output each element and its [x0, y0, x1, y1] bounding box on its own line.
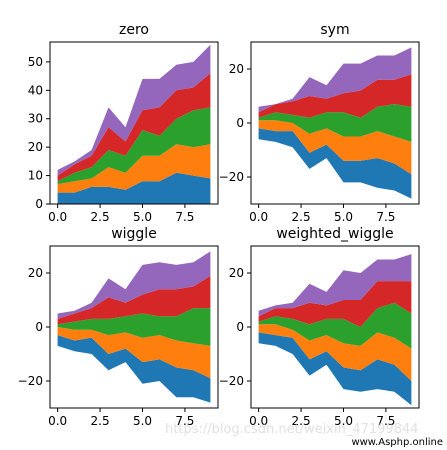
area-band-3: [258, 302, 412, 349]
watermark-text: https://blog.csdn.net/weixin_47199844: [165, 422, 419, 437]
area-band-4: [57, 275, 211, 325]
area-band-5: [258, 254, 412, 317]
subplot-title: weighted_wiggle: [276, 226, 393, 242]
y-tick-label: −20: [18, 374, 43, 388]
area-band-3: [57, 107, 211, 185]
x-tick-label: 0.0: [48, 414, 67, 428]
subplot-weighted-wiggle: weighted_wiggle 0.0 2.5 5.0 7.5 −20 0 20: [219, 226, 420, 428]
area-band-5: [57, 44, 211, 176]
area-band-3: [57, 308, 211, 346]
x-tick-label: 0.0: [249, 414, 268, 428]
y-tick-label: 30: [28, 112, 43, 126]
y-tick-label: 20: [229, 266, 244, 280]
x-tick-label: 7.5: [376, 414, 395, 428]
y-tick-label: 40: [28, 83, 43, 97]
y-tick-label: 50: [28, 55, 43, 69]
area-band-4: [57, 73, 211, 182]
area-band-5: [258, 47, 412, 113]
site-mark-text: www.Asphp.online: [351, 437, 443, 448]
area-band-2: [57, 327, 211, 379]
x-tick-label: 0.0: [48, 210, 67, 224]
area-band-1: [57, 172, 211, 204]
x-tick-label: 2.5: [91, 210, 110, 224]
area-band-2: [258, 120, 412, 175]
x-tick-label: 2.5: [292, 210, 311, 224]
subplot-title: zero: [119, 22, 149, 38]
area-band-4: [258, 281, 412, 327]
x-tick-label: 2.5: [292, 414, 311, 428]
area-band-2: [57, 144, 211, 193]
x-tick-label: 0.0: [249, 210, 268, 224]
x-tick-label: 5.0: [334, 414, 353, 428]
subplot-title: sym: [320, 22, 349, 38]
y-tick-label: 20: [229, 62, 244, 76]
y-tick-label: 0: [35, 197, 43, 211]
area-band-3: [258, 104, 412, 142]
x-tick-label: 7.5: [175, 210, 194, 224]
x-tick-label: 7.5: [376, 210, 395, 224]
subplot-title: wiggle: [111, 226, 157, 242]
x-tick-label: 5.0: [133, 414, 152, 428]
x-tick-label: 5.0: [133, 210, 152, 224]
y-tick-label: 0: [35, 320, 43, 334]
y-tick-label: 20: [28, 140, 43, 154]
subplot-wiggle: wiggle 0.0 2.5 5.0 7.5 −20 0 20: [18, 226, 219, 428]
subplot-zero: zero 0.0 2.5 5.0 7.5 0 10 20 30 40 50: [28, 22, 219, 224]
y-tick-label: 0: [236, 320, 244, 334]
area-band-2: [258, 324, 412, 381]
axes-frame: [49, 41, 219, 205]
y-tick-label: −20: [219, 170, 244, 184]
area-band-1: [57, 335, 211, 403]
x-tick-label: 5.0: [334, 210, 353, 224]
x-tick-label: 7.5: [175, 414, 194, 428]
area-band-5: [57, 251, 211, 319]
y-tick-label: 20: [28, 266, 43, 280]
x-tick-label: 2.5: [91, 414, 110, 428]
y-tick-label: −20: [219, 374, 244, 388]
y-tick-label: 0: [236, 116, 244, 130]
area-band-1: [258, 128, 412, 199]
area-band-1: [258, 332, 412, 406]
y-tick-label: 10: [28, 169, 43, 183]
subplot-sym: sym 0.0 2.5 5.0 7.5 −20 0 20: [219, 22, 420, 224]
